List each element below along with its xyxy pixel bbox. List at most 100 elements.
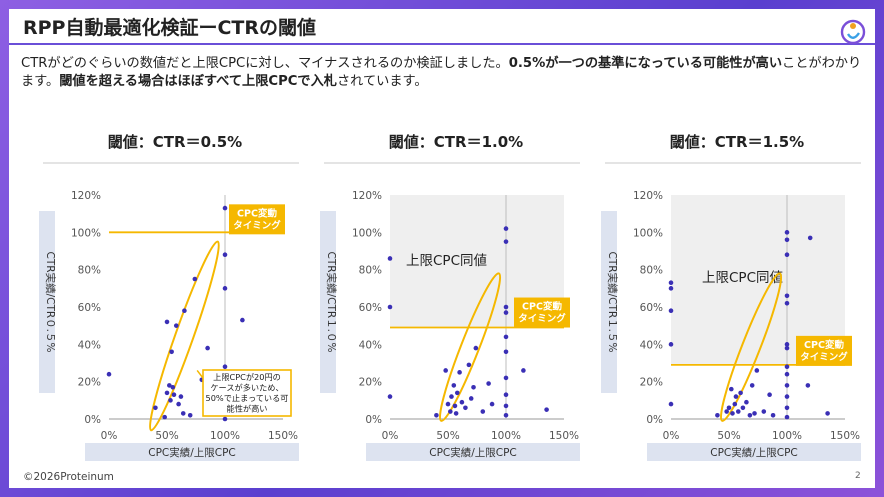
x-tick-label: 50%: [717, 430, 740, 442]
data-point: [738, 390, 743, 396]
data-point: [784, 342, 790, 347]
note-text-line-2: 50%で止まっている可: [206, 393, 289, 403]
y-tick-label: 0%: [365, 414, 382, 426]
y-tick-label: 100%: [71, 227, 101, 239]
data-point: [668, 308, 674, 314]
threshold-label-box: [514, 297, 570, 328]
y-tick-label: 80%: [359, 265, 382, 277]
data-point: [182, 308, 187, 314]
data-point: [784, 364, 790, 370]
data-point: [732, 401, 738, 407]
data-point: [503, 412, 509, 418]
data-point: [387, 304, 393, 310]
y-axis-label: CTR実績/CTR１.５%: [606, 252, 619, 353]
chart-ctr-0-5: 閾値：CTR＝0.5% 0% 20% 40% 60% 80% 100% 120% 0% 50% 10…: [35, 127, 315, 472]
note-box: [202, 369, 292, 417]
data-point: [457, 370, 462, 375]
data-point: [503, 239, 509, 244]
y-axis-label-box: [601, 211, 617, 393]
data-point: [222, 364, 228, 370]
x-tick-label: 150%: [830, 430, 860, 442]
y-tick-label: 100%: [352, 227, 382, 239]
data-point: [171, 392, 177, 398]
data-point: [503, 310, 509, 315]
data-point: [480, 409, 486, 414]
data-point: [733, 394, 739, 399]
threshold-label: CPC変動タイミング: [233, 207, 281, 231]
chart-title: 閾値：CTR＝0.5%: [108, 133, 242, 151]
copyright: ©2026Proteinum: [23, 471, 114, 483]
data-point: [503, 349, 509, 355]
data-point: [153, 405, 158, 411]
data-point: [521, 368, 526, 373]
y-tick-label: 40%: [640, 339, 663, 351]
threshold-label-box: [796, 335, 852, 366]
y-tick-label: 120%: [71, 190, 101, 202]
y-tick-label: 60%: [359, 302, 382, 314]
data-point: [164, 319, 170, 325]
data-point: [240, 317, 245, 323]
data-point: [463, 405, 468, 411]
data-point: [503, 403, 509, 409]
slide: RPP自動最適化検証ーCTRの閾値 CTRがどのぐらいの数値だと上限CPCに対し…: [9, 9, 875, 488]
data-point: [489, 401, 495, 407]
region-label: 上限CPC同値: [702, 270, 783, 286]
data-point: [459, 399, 465, 405]
chart-ctr-1-0: 閾値：CTR＝1.0% 0% 20% 40% 60% 80% 100% 120% 0% 50% 10…: [316, 127, 596, 472]
data-point: [752, 411, 757, 416]
x-tick-label: 0%: [382, 430, 399, 442]
data-point: [784, 383, 790, 388]
data-point: [173, 323, 179, 328]
data-point: [164, 390, 170, 396]
description-part-4: されています。: [336, 74, 428, 89]
note-text-line-0: 上限CPCが20円の: [213, 372, 281, 382]
data-point: [187, 412, 193, 418]
data-point: [770, 412, 776, 418]
x-tick-label: 0%: [101, 430, 118, 442]
data-point: [452, 403, 458, 409]
highlight-ellipse: [719, 272, 783, 422]
x-axis-label: CPC実績/上限CPC: [710, 446, 798, 459]
threshold-label-line-1: タイミング: [518, 313, 566, 325]
y-tick-label: 20%: [640, 377, 663, 389]
note-text-line-3: 能性が高い: [227, 404, 268, 414]
data-point: [503, 375, 509, 381]
highlight-ellipse: [149, 240, 220, 432]
data-point: [784, 252, 790, 258]
proteinum-logo-icon: [840, 19, 866, 45]
y-tick-label: 80%: [640, 265, 663, 277]
chart-title: 閾値：CTR＝1.5%: [670, 133, 804, 151]
data-point: [805, 383, 811, 388]
y-axis-label: CTR実績/CTR１.０%: [325, 252, 338, 353]
data-point: [767, 392, 772, 398]
data-point: [784, 293, 790, 299]
data-point: [443, 368, 448, 373]
data-point: [170, 384, 176, 390]
x-tick-label: 150%: [268, 430, 298, 442]
y-tick-label: 80%: [78, 265, 101, 277]
chart-ctr-1-5: 閾値：CTR＝1.5% 0% 20% 40% 60% 80% 100% 120% 0% 50% 10…: [597, 127, 877, 472]
data-point: [503, 334, 509, 340]
y-tick-label: 120%: [633, 190, 663, 202]
description-part-1: 0.5%が一つの基準になっている可能性が高い: [508, 56, 783, 71]
data-point: [825, 411, 830, 416]
data-point: [744, 399, 749, 405]
y-axis-label-box: [320, 211, 336, 393]
x-tick-label: 50%: [436, 430, 459, 442]
data-point: [451, 383, 457, 388]
data-point: [735, 409, 741, 414]
data-point: [747, 412, 753, 418]
note-text: 上限CPCが20円のケースが多いため、 50%で止まっている可能性が高い: [206, 372, 289, 414]
y-tick-label: 100%: [633, 227, 663, 239]
data-point: [387, 394, 393, 399]
threshold-label-line-1: タイミング: [800, 351, 848, 363]
data-point: [169, 349, 174, 355]
y-tick-label: 60%: [640, 302, 663, 314]
data-point: [807, 235, 813, 241]
data-point: [445, 401, 451, 407]
data-point: [544, 407, 549, 412]
data-point: [162, 414, 167, 420]
x-tick-label: 150%: [549, 430, 579, 442]
data-point: [434, 412, 439, 418]
x-tick-label: 100%: [491, 430, 521, 442]
